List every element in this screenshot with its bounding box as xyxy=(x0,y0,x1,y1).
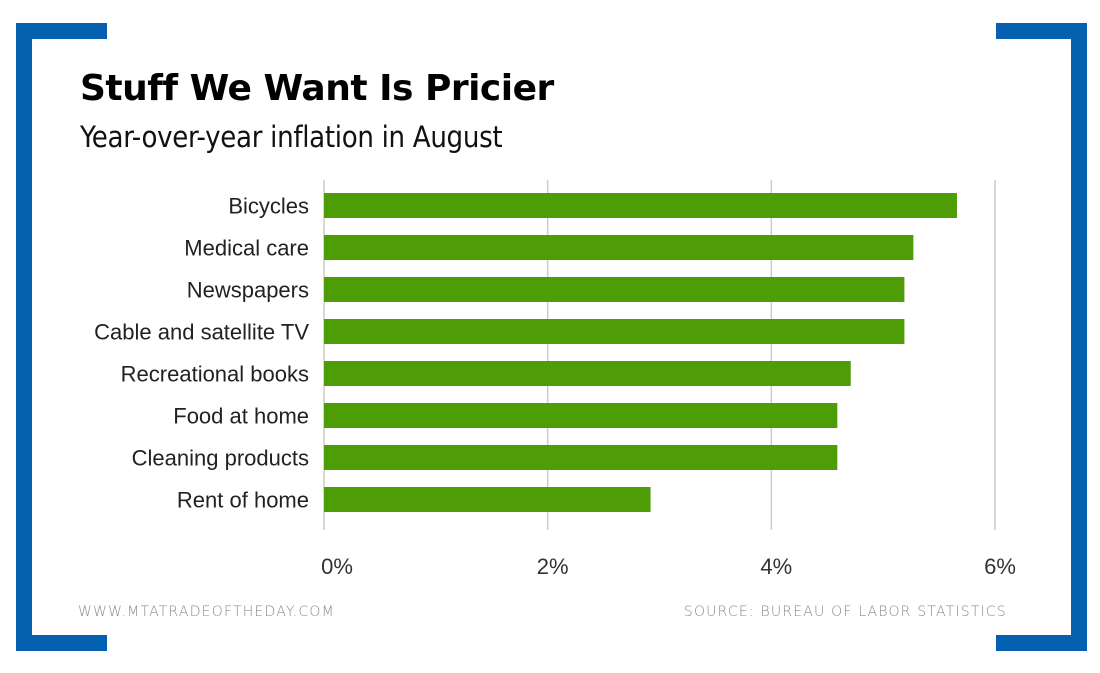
website-credit: WWW.MTATRADEOFTHEDAY.COM xyxy=(78,604,335,620)
x-tick-label: 0% xyxy=(321,554,353,579)
bars xyxy=(324,193,957,512)
chart-subtitle: Year-over-year inflation in August xyxy=(80,120,503,154)
x-tick-label: 6% xyxy=(984,554,1016,579)
category-label: Cleaning products xyxy=(132,446,309,471)
category-label: Cable and satellite TV xyxy=(94,320,309,345)
category-label: Recreational books xyxy=(121,362,309,387)
bracket-top-left-horizontal xyxy=(16,23,107,39)
bar-medical-care xyxy=(324,235,914,260)
chart-title: Stuff We Want Is Pricier xyxy=(80,68,554,109)
category-label: Food at home xyxy=(173,404,309,429)
bracket-top-right-horizontal xyxy=(996,23,1087,39)
category-label: Medical care xyxy=(184,236,309,261)
bracket-bottom-right-horizontal xyxy=(996,635,1087,651)
x-tick-label: 4% xyxy=(760,554,792,579)
category-labels: Bicycles Medical care Newspapers Cable and … xyxy=(94,194,309,513)
bracket-bottom-left-horizontal xyxy=(16,635,107,651)
bracket-left-vertical xyxy=(16,23,32,651)
bar-cleaning-products xyxy=(324,445,838,470)
bar-recreational-books xyxy=(324,361,851,386)
source-credit: SOURCE: BUREAU OF LABOR STATISTICS xyxy=(683,604,1007,620)
bar-rent-of-home xyxy=(324,487,651,512)
bar-bicycles xyxy=(324,193,957,218)
bracket-right-vertical xyxy=(1071,23,1087,651)
category-label: Rent of home xyxy=(177,488,309,513)
x-tick-labels: 0% 2% 4% 6% xyxy=(321,554,1016,579)
category-label: Bicycles xyxy=(228,194,309,219)
bar-food-at-home xyxy=(324,403,838,428)
x-tick-label: 2% xyxy=(537,554,569,579)
category-label: Newspapers xyxy=(187,278,309,303)
gridlines xyxy=(323,180,996,530)
bar-newspapers xyxy=(324,277,905,302)
bar-cable-and-satellite-tv xyxy=(324,319,905,344)
